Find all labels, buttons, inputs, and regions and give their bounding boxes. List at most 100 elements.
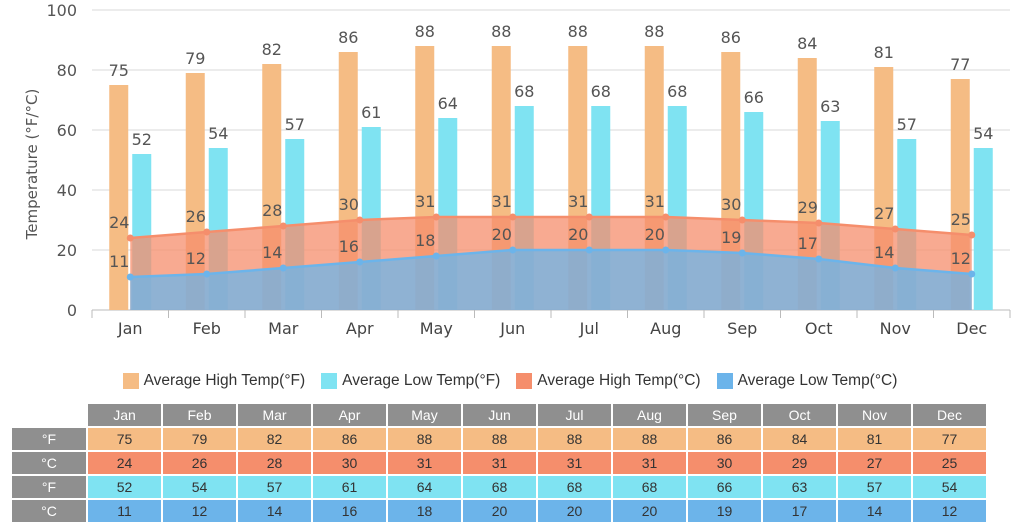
point-low-c	[891, 264, 899, 272]
x-tick-label: Sep	[727, 319, 757, 338]
legend-swatch-high-f	[122, 373, 139, 389]
temperature-chart: 0 20 40 60 80 100 Temperature (°F/°C) Jan Feb Mar…	[23, 1, 1011, 338]
x-tick-label: Nov	[880, 319, 911, 338]
table-cell: 86	[686, 426, 763, 452]
y-tick-label: 20	[57, 241, 77, 260]
data-label-high-f: 82	[262, 40, 282, 59]
x-tick-label: May	[420, 319, 453, 338]
bar-low-f	[973, 148, 993, 310]
table-cell: 31	[611, 450, 688, 476]
data-label-low-c: 19	[721, 228, 741, 247]
data-label-high-c: 25	[951, 210, 971, 229]
data-label-high-c: 31	[645, 192, 665, 211]
table-cell: 25	[911, 450, 988, 476]
x-tick-label: Jul	[579, 319, 599, 338]
table-month-header: Jan	[86, 402, 163, 428]
point-low-c	[662, 246, 670, 254]
table-cell: 57	[236, 474, 313, 500]
legend-item-high-c[interactable]: Average High Temp(°C)	[516, 372, 701, 390]
data-label-low-c: 11	[109, 252, 129, 271]
table-month-header: Jun	[461, 402, 538, 428]
y-tick-label: 80	[57, 61, 77, 80]
x-tick-label: Mar	[268, 319, 299, 338]
table-cell: 17	[761, 498, 838, 524]
table-cell: 18	[386, 498, 463, 524]
table-cell: 88	[386, 426, 463, 452]
data-label-low-c: 12	[186, 249, 206, 268]
data-label-high-f: 81	[874, 43, 894, 62]
table-cell: 64	[386, 474, 463, 500]
table-cell: 81	[836, 426, 913, 452]
data-label-high-f: 84	[797, 34, 817, 53]
data-label-low-f: 57	[897, 115, 917, 134]
data-label-low-c: 20	[568, 225, 588, 244]
table-cell: 31	[461, 450, 538, 476]
legend-item-high-f[interactable]: Average High Temp(°F)	[122, 372, 306, 390]
point-low-c	[968, 270, 976, 278]
table-month-header: Aug	[611, 402, 688, 428]
table-cell: 27	[836, 450, 913, 476]
y-tick-label: 60	[57, 121, 77, 140]
table-month-header: May	[386, 402, 463, 428]
point-high-c	[432, 213, 440, 221]
table-cell: 24	[86, 450, 163, 476]
data-label-low-f: 64	[438, 94, 458, 113]
table-cell: 88	[536, 426, 613, 452]
point-high-c	[279, 222, 287, 230]
table-cell: 30	[311, 450, 388, 476]
y-axis-label: Temperature (°F/°C)	[23, 89, 41, 241]
table-cell: 75	[86, 426, 163, 452]
data-label-high-f: 88	[415, 22, 435, 41]
table-cell: 68	[461, 474, 538, 500]
table-cell: 63	[761, 474, 838, 500]
data-label-high-f: 86	[721, 28, 741, 47]
table-row-label: °C	[10, 450, 88, 476]
table-cell: 20	[611, 498, 688, 524]
data-label-high-c: 31	[568, 192, 588, 211]
point-low-c	[738, 249, 746, 257]
data-label-low-f: 52	[132, 130, 152, 149]
point-high-c	[585, 213, 593, 221]
y-tick-label: 40	[57, 181, 77, 200]
table-cell: 54	[911, 474, 988, 500]
point-high-c	[662, 213, 670, 221]
table-corner	[10, 402, 88, 428]
data-label-low-c: 20	[645, 225, 665, 244]
data-label-low-f: 63	[820, 97, 840, 116]
point-high-c	[891, 225, 899, 233]
data-label-low-f: 68	[667, 82, 687, 101]
table-header-row: Jan Feb Mar Apr May Jun Jul Aug Sep Oct Nov Dec	[10, 402, 988, 428]
data-table: Jan Feb Mar Apr May Jun Jul Aug Sep Oct Nov Dec °F 7…	[10, 402, 988, 524]
data-label-low-c: 16	[339, 237, 359, 256]
point-high-c	[968, 231, 976, 239]
table-cell: 20	[461, 498, 538, 524]
data-label-high-f: 88	[491, 22, 511, 41]
legend-label-high-f: Average High Temp(°F)	[143, 372, 306, 389]
table-month-header: Dec	[911, 402, 988, 428]
data-label-high-f: 77	[950, 55, 970, 74]
chart-legend: Average High Temp(°F) Average Low Temp(°…	[0, 370, 1020, 392]
data-label-high-c: 29	[798, 198, 818, 217]
data-label-low-f: 66	[744, 88, 764, 107]
table-cell: 31	[536, 450, 613, 476]
x-tick-label: Apr	[346, 319, 374, 338]
table-month-header: Feb	[161, 402, 238, 428]
data-label-high-c: 31	[415, 192, 435, 211]
x-tick-label: Feb	[193, 319, 221, 338]
table-cell: 30	[686, 450, 763, 476]
legend-item-low-c[interactable]: Average Low Temp(°C)	[716, 372, 897, 390]
table-cell: 12	[911, 498, 988, 524]
table-cell: 66	[686, 474, 763, 500]
legend-item-low-f[interactable]: Average Low Temp(°F)	[321, 372, 500, 390]
point-high-c	[126, 234, 134, 242]
table-row: °C 11 12 14 16 18 20 20 20 19 17 14 12	[10, 498, 988, 524]
point-high-c	[815, 219, 823, 227]
line-low-c	[130, 248, 972, 279]
point-low-c	[279, 264, 287, 272]
point-low-c	[356, 258, 364, 266]
table-cell: 14	[836, 498, 913, 524]
table-cell: 16	[311, 498, 388, 524]
table-month-header: Jul	[536, 402, 613, 428]
table-row-label: °F	[10, 426, 88, 452]
table-cell: 88	[611, 426, 688, 452]
